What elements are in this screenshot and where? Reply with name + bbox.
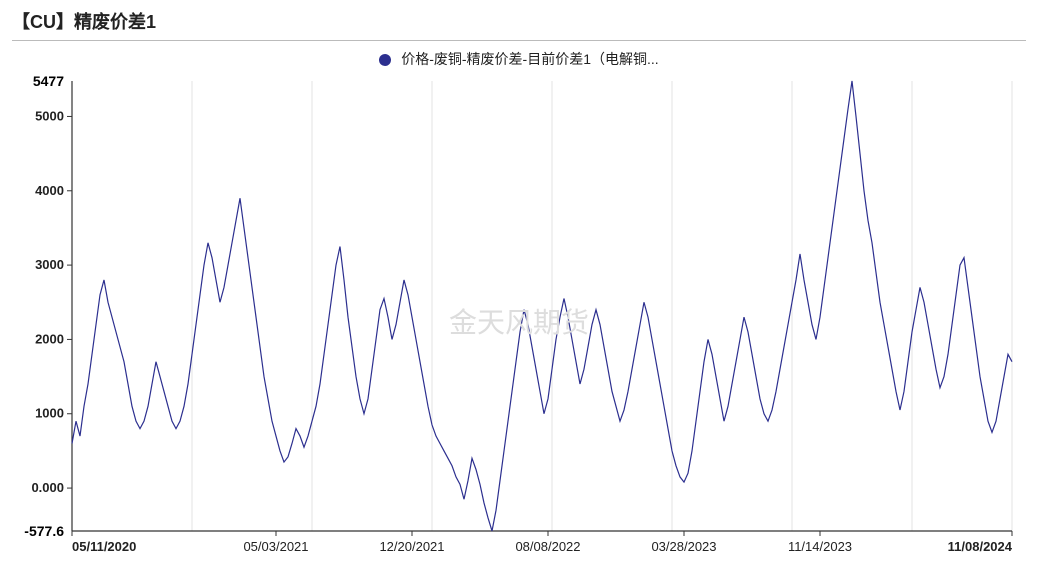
chart-legend: 价格-废铜-精废价差-目前价差1（电解铜...: [0, 41, 1038, 71]
line-chart-svg: 0.000 1000 2000 3000 4000 5000 -577.6 5477 05/11…: [12, 71, 1026, 571]
legend-label: 价格-废铜-精废价差-目前价差1（电解铜...: [401, 51, 658, 67]
svg-text:4000: 4000: [35, 183, 64, 198]
svg-text:5000: 5000: [35, 108, 64, 123]
chart-title: 【CU】精废价差1: [0, 0, 1038, 40]
svg-text:05/03/2021: 05/03/2021: [243, 539, 308, 554]
svg-text:3000: 3000: [35, 257, 64, 272]
svg-text:-577.6: -577.6: [24, 523, 64, 539]
svg-text:12/20/2021: 12/20/2021: [379, 539, 444, 554]
svg-text:11/08/2024: 11/08/2024: [948, 539, 1013, 554]
svg-text:08/08/2022: 08/08/2022: [515, 539, 580, 554]
svg-text:11/14/2023: 11/14/2023: [788, 539, 852, 554]
svg-text:03/28/2023: 03/28/2023: [651, 539, 716, 554]
legend-dot: [379, 54, 391, 66]
chart-area: 金天风期货 0.00010002000300040005000-577.6547…: [12, 71, 1026, 571]
svg-text:1000: 1000: [35, 406, 64, 421]
svg-text:2000: 2000: [35, 331, 64, 346]
svg-text:0.000: 0.000: [31, 480, 64, 495]
svg-text:05/11/2020: 05/11/2020: [72, 539, 136, 554]
svg-text:5477: 5477: [33, 73, 64, 89]
